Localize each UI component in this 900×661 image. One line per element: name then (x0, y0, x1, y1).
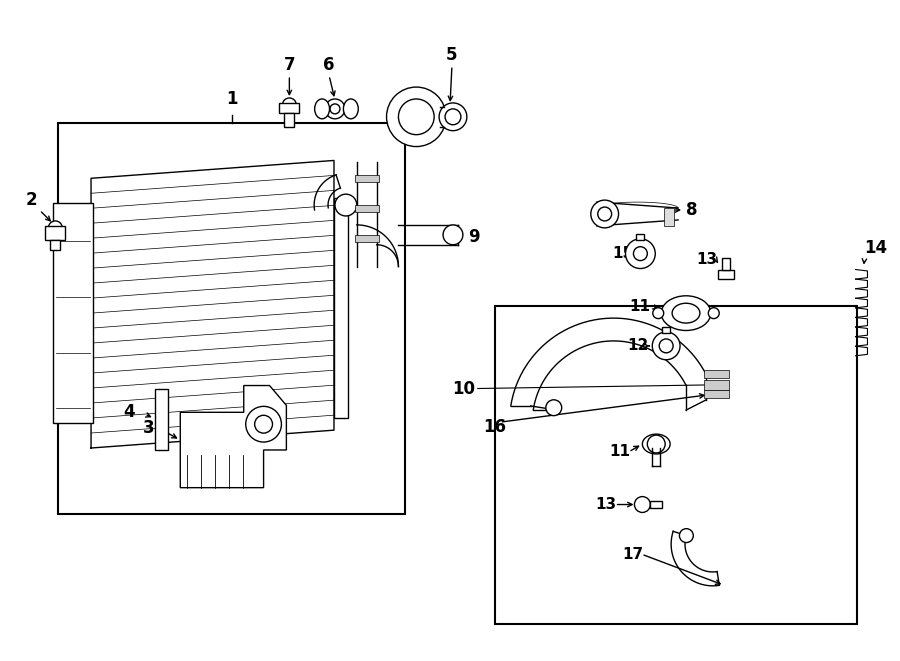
Bar (705, 370, 729, 378)
Bar (355, 235, 379, 242)
Ellipse shape (662, 295, 711, 330)
Circle shape (652, 332, 680, 360)
Text: 17: 17 (622, 547, 644, 562)
Circle shape (634, 496, 651, 512)
Bar (651, 500, 662, 508)
Text: 1: 1 (226, 90, 238, 108)
Circle shape (335, 194, 356, 216)
Text: 3: 3 (143, 419, 155, 437)
Bar (705, 380, 729, 390)
Text: 11: 11 (609, 444, 631, 459)
Circle shape (545, 400, 562, 416)
Circle shape (634, 247, 647, 260)
Circle shape (49, 221, 62, 235)
Text: 7: 7 (284, 56, 295, 74)
Circle shape (590, 200, 618, 228)
Circle shape (708, 307, 719, 319)
Bar (155, 389, 168, 450)
Text: 6: 6 (323, 56, 335, 74)
Bar (334, 198, 348, 418)
Text: 12: 12 (627, 338, 648, 354)
Bar (636, 234, 644, 240)
Circle shape (445, 109, 461, 125)
Text: 10: 10 (452, 379, 475, 397)
Circle shape (647, 435, 665, 453)
Text: 13: 13 (596, 497, 617, 512)
Text: 5: 5 (446, 46, 458, 64)
Bar (355, 175, 379, 182)
Bar (495, 306, 857, 623)
Circle shape (626, 239, 655, 268)
Bar (53, 203, 93, 423)
Bar (722, 258, 730, 270)
Text: 14: 14 (865, 239, 887, 256)
Ellipse shape (344, 99, 358, 119)
Bar (717, 270, 734, 280)
Polygon shape (180, 385, 286, 488)
Bar (284, 113, 294, 127)
Text: 2: 2 (26, 191, 38, 209)
Circle shape (325, 99, 345, 119)
Bar (50, 240, 60, 250)
Circle shape (439, 103, 467, 131)
Circle shape (399, 99, 434, 135)
Text: 4: 4 (123, 403, 135, 421)
Bar (58, 123, 405, 514)
Circle shape (659, 339, 673, 353)
Circle shape (386, 87, 446, 147)
Bar (662, 327, 670, 333)
Bar (705, 390, 729, 398)
Bar (355, 205, 379, 212)
Circle shape (680, 529, 693, 543)
Bar (279, 103, 300, 113)
Circle shape (652, 307, 663, 319)
Text: 9: 9 (468, 228, 480, 246)
Text: 8: 8 (686, 201, 698, 219)
Text: 16: 16 (483, 418, 506, 436)
Text: 15: 15 (612, 246, 634, 261)
Circle shape (246, 407, 282, 442)
Circle shape (598, 207, 612, 221)
Text: 11: 11 (629, 299, 651, 314)
Bar (45, 226, 66, 240)
Ellipse shape (315, 99, 329, 119)
Circle shape (443, 225, 463, 245)
Ellipse shape (672, 303, 700, 323)
Circle shape (255, 415, 273, 433)
Circle shape (330, 104, 340, 114)
Circle shape (283, 98, 296, 112)
Bar (664, 208, 674, 226)
Ellipse shape (643, 434, 670, 454)
Text: 13: 13 (697, 252, 717, 267)
